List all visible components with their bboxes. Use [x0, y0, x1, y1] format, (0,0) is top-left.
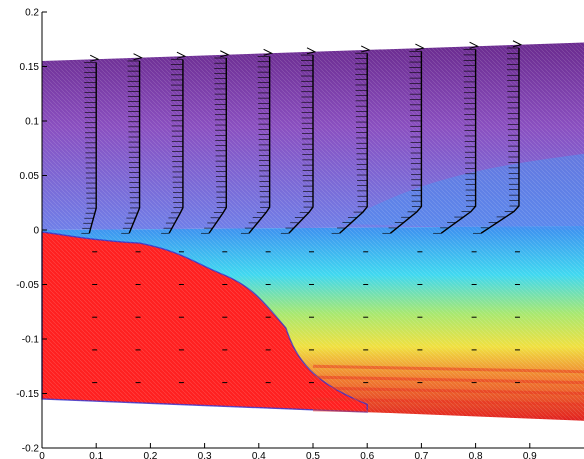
profile-envelope [440, 49, 477, 234]
mesh-overlay [42, 42, 584, 421]
x-tick-label: 0.5 [306, 451, 320, 459]
velocity-arrows [81, 40, 523, 384]
arrow-head [469, 41, 480, 49]
arrow-head [89, 54, 100, 62]
arrow-head [512, 40, 523, 48]
y-tick-label: -0.1 [22, 335, 40, 346]
arrow-head [133, 53, 143, 61]
profile-envelope [480, 48, 520, 234]
y-tick-label: 0.15 [20, 62, 40, 73]
y-tick-label: 0.2 [25, 8, 39, 19]
arrow-head [415, 43, 425, 51]
velocity-profile [121, 53, 143, 384]
x-tick-label: 0 [39, 451, 45, 459]
velocity-profile [473, 40, 523, 384]
profile-envelope [88, 62, 97, 234]
profile-envelope [288, 55, 314, 234]
arrow-head [220, 50, 230, 58]
velocity-profile [161, 51, 187, 384]
y-tick-label: 0 [33, 226, 39, 237]
velocity-profile [382, 43, 425, 384]
y-tick-label: -0.2 [22, 444, 40, 455]
y-tick-label: -0.15 [16, 389, 39, 400]
arrow-head [360, 45, 371, 53]
x-tick-label: 0.8 [469, 451, 483, 459]
y-tick-label: 0.1 [25, 117, 39, 128]
x-tick-label: 0.2 [143, 451, 157, 459]
profile-envelope [128, 60, 141, 234]
x-tick-label: 0.7 [414, 451, 428, 459]
profile-envelope [208, 58, 227, 234]
profile-envelope [248, 56, 271, 234]
velocity-profile [331, 45, 371, 384]
y-tick-label: -0.05 [16, 280, 39, 291]
velocity-profile [433, 41, 480, 384]
axes: 0 0.1 0.2 0.3 0.4 0.5 0.6 0.7 0.8 0.9 -0.2 -0.15 -0.… [16, 8, 584, 459]
velocity-profile [201, 50, 230, 384]
x-tick-label: 0.6 [360, 451, 374, 459]
colored-field [41, 42, 584, 421]
profile-envelope [339, 53, 368, 234]
x-tick-label: 0.9 [523, 451, 537, 459]
profile-envelope [168, 59, 184, 234]
x-tick-label: 0.4 [252, 451, 266, 459]
velocity-profile [81, 54, 100, 384]
velocity-profile [240, 48, 274, 384]
arrow-head [263, 48, 274, 56]
profile-envelope [389, 51, 423, 234]
velocity-profile [280, 47, 317, 384]
arrow-head [176, 51, 187, 59]
arrow-head [306, 47, 317, 55]
x-tick-label: 0.1 [89, 451, 103, 459]
x-tick-label: 0.3 [198, 451, 212, 459]
y-tick-label: 0.05 [20, 171, 40, 182]
